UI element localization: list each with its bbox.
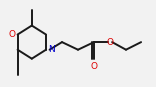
- Text: O: O: [8, 30, 15, 39]
- Text: O: O: [107, 38, 113, 47]
- Text: O: O: [90, 62, 98, 71]
- Text: N: N: [48, 45, 55, 54]
